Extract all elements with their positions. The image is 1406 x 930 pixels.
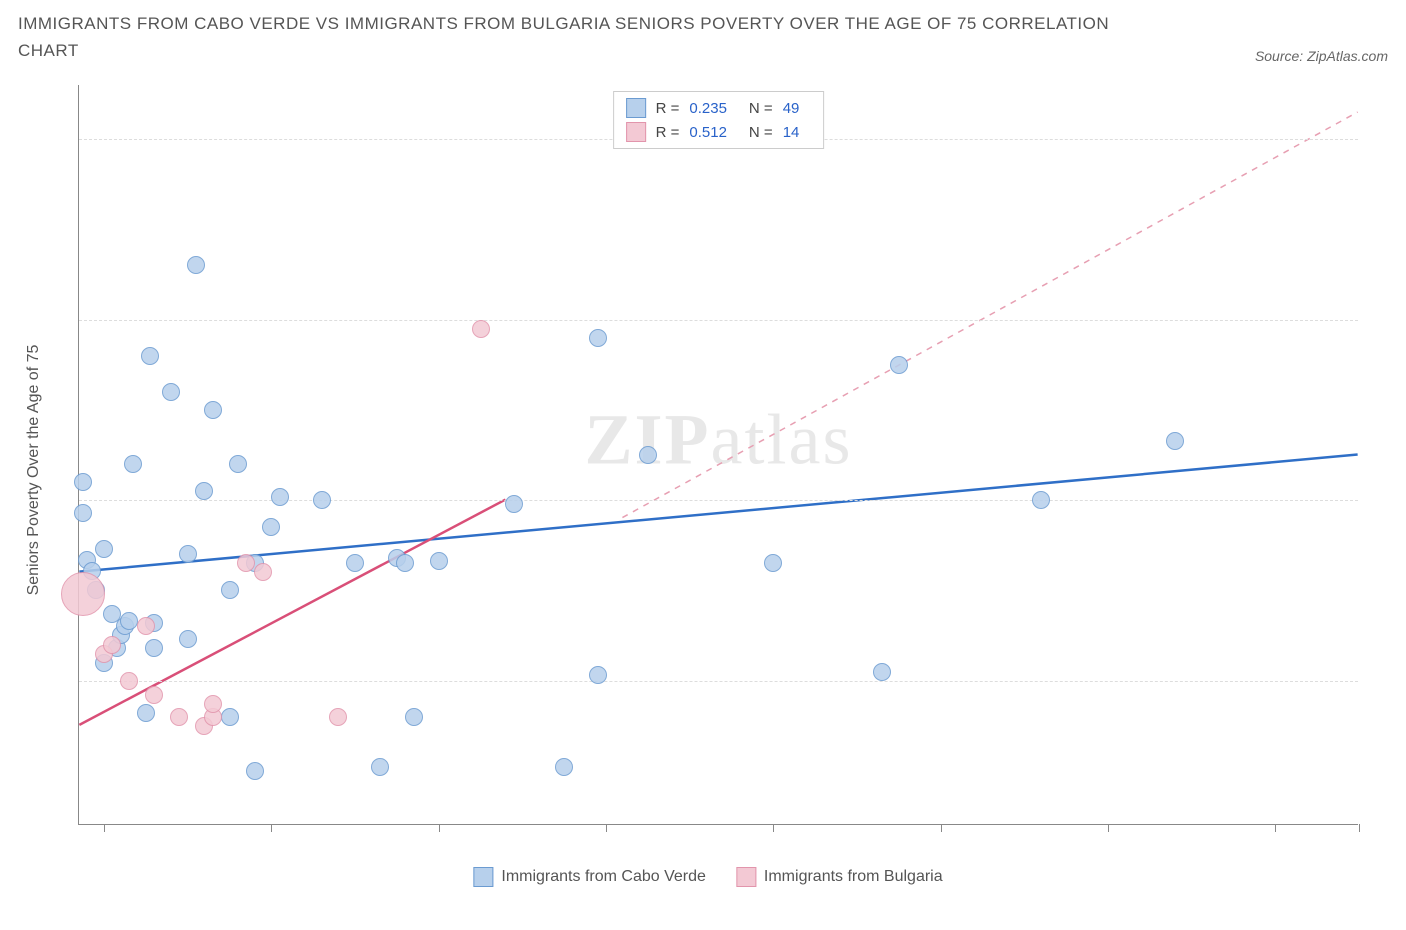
x-tick <box>1359 824 1360 832</box>
legend-swatch <box>626 122 646 142</box>
data-point <box>179 545 197 563</box>
data-point <box>137 617 155 635</box>
x-tick <box>271 824 272 832</box>
stat-n-label: N = <box>749 100 773 117</box>
y-axis-title: Seniors Poverty Over the Age of 75 <box>25 345 43 596</box>
data-point <box>1032 491 1050 509</box>
legend-swatch <box>736 867 756 887</box>
legend-bottom: Immigrants from Cabo Verde Immigrants fro… <box>473 867 942 887</box>
data-point <box>195 482 213 500</box>
data-point <box>170 708 188 726</box>
legend-stat-row: R = 0.512 N = 14 <box>626 120 812 144</box>
data-point <box>120 612 138 630</box>
data-point <box>246 762 264 780</box>
legend-swatch <box>473 867 493 887</box>
data-point <box>179 630 197 648</box>
data-point <box>555 758 573 776</box>
data-point <box>371 758 389 776</box>
data-point <box>505 495 523 513</box>
data-point <box>639 446 657 464</box>
x-tick <box>773 824 774 832</box>
x-tick <box>1108 824 1109 832</box>
stat-r-value: 0.512 <box>689 124 727 141</box>
data-point <box>396 554 414 572</box>
legend-item: Immigrants from Cabo Verde <box>473 867 706 887</box>
data-point <box>187 256 205 274</box>
data-point <box>472 320 490 338</box>
x-tick <box>606 824 607 832</box>
legend-stats: R = 0.235 N = 49 R = 0.512 N = 14 <box>613 91 825 149</box>
data-point <box>254 563 272 581</box>
legend-label: Immigrants from Cabo Verde <box>501 868 706 886</box>
chart-title: IMMIGRANTS FROM CABO VERDE VS IMMIGRANTS… <box>18 10 1118 64</box>
stat-n-value: 49 <box>783 100 800 117</box>
data-point <box>430 552 448 570</box>
data-point <box>589 329 607 347</box>
data-point <box>1166 432 1184 450</box>
data-point <box>346 554 364 572</box>
data-point <box>124 455 142 473</box>
data-point <box>162 383 180 401</box>
data-point <box>890 356 908 374</box>
legend-swatch <box>626 98 646 118</box>
x-tick <box>439 824 440 832</box>
data-point <box>204 695 222 713</box>
stat-n-value: 14 <box>783 124 800 141</box>
x-tick <box>1275 824 1276 832</box>
data-point <box>74 504 92 522</box>
stat-r-label: R = <box>656 100 680 117</box>
gridline <box>79 681 1358 682</box>
data-point <box>271 488 289 506</box>
x-tick <box>104 824 105 832</box>
gridline <box>79 320 1358 321</box>
data-point <box>221 708 239 726</box>
trend-lines <box>79 85 1358 824</box>
data-point <box>405 708 423 726</box>
plot-area: ZIPatlas R = 0.235 N = 49 R = 0.512 N = 14 <box>78 85 1358 825</box>
data-point <box>589 666 607 684</box>
data-point <box>141 347 159 365</box>
data-point <box>329 708 347 726</box>
data-point <box>262 518 280 536</box>
data-point <box>120 672 138 690</box>
data-point <box>764 554 782 572</box>
legend-item: Immigrants from Bulgaria <box>736 867 943 887</box>
legend-stat-row: R = 0.235 N = 49 <box>626 96 812 120</box>
stat-n-label: N = <box>749 124 773 141</box>
data-point <box>145 639 163 657</box>
data-point <box>313 491 331 509</box>
data-point <box>237 554 255 572</box>
stat-r-value: 0.235 <box>689 100 727 117</box>
watermark: ZIPatlas <box>585 398 853 481</box>
data-point <box>229 455 247 473</box>
stat-r-label: R = <box>656 124 680 141</box>
data-point <box>221 581 239 599</box>
data-point <box>95 540 113 558</box>
data-point <box>74 473 92 491</box>
data-point <box>204 401 222 419</box>
x-tick <box>941 824 942 832</box>
data-point <box>137 704 155 722</box>
data-point <box>145 686 163 704</box>
data-point <box>873 663 891 681</box>
plot-container: Seniors Poverty Over the Age of 75 ZIPat… <box>48 85 1368 855</box>
data-point <box>61 572 105 616</box>
source-label: Source: ZipAtlas.com <box>1255 48 1388 64</box>
data-point <box>103 636 121 654</box>
legend-label: Immigrants from Bulgaria <box>764 868 943 886</box>
